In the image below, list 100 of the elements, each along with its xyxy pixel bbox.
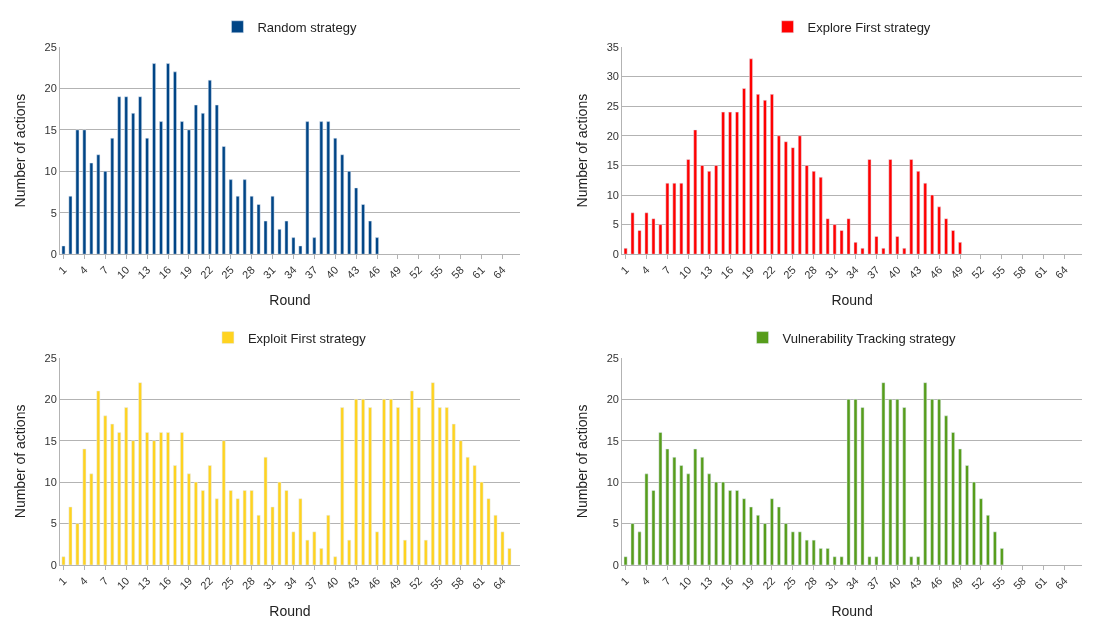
bar [152, 440, 156, 565]
x-tick-label: 58 [448, 574, 466, 592]
bar [749, 58, 753, 255]
x-axis-title: Round [831, 292, 873, 309]
x-tick-label: 19 [739, 574, 757, 592]
bar [389, 398, 393, 565]
bar [853, 242, 858, 255]
x-tick-label: 64 [490, 574, 508, 592]
y-tick-label: 25 [44, 40, 57, 53]
bar [832, 224, 837, 255]
bar [194, 481, 198, 565]
bar [860, 407, 865, 565]
bar [818, 176, 823, 255]
bar [270, 506, 275, 565]
x-tick-label: 52 [969, 263, 987, 281]
y-axis-title: Number of actions [12, 93, 29, 208]
x-tick-label: 1 [618, 263, 631, 277]
bar [340, 407, 345, 565]
bar [791, 147, 795, 255]
x-tick-label: 49 [386, 574, 404, 592]
bar [672, 182, 677, 255]
x-axis-title: Round [269, 292, 311, 309]
y-tick-label: 20 [606, 129, 619, 142]
x-tick-label: 19 [177, 574, 195, 592]
bar [96, 390, 101, 565]
bar [944, 218, 948, 255]
x-axis-title: Round [831, 602, 873, 619]
bar [145, 137, 149, 255]
bar [993, 531, 997, 565]
bar [96, 154, 101, 255]
bar [256, 204, 261, 255]
legend-label: Explore First strategy [807, 19, 931, 35]
x-tick-label: 16 [156, 574, 174, 592]
bar [500, 531, 505, 565]
bar [644, 473, 649, 565]
y-tick-label: 10 [44, 475, 57, 488]
x-axis-title: Round [269, 602, 311, 619]
bar [644, 212, 649, 255]
x-tick-label: 1 [55, 263, 69, 277]
bar [410, 390, 414, 565]
bar [368, 220, 372, 255]
x-tick-label: 37 [302, 574, 320, 592]
bar [665, 448, 670, 565]
bar [839, 230, 844, 255]
x-tick-label: 4 [76, 263, 90, 277]
bar [319, 121, 324, 255]
y-tick-label: 25 [606, 100, 619, 113]
bar [361, 204, 365, 255]
bar [846, 398, 851, 565]
bar [451, 423, 456, 565]
x-tick-label: 46 [927, 574, 945, 592]
x-tick-label: 25 [218, 263, 237, 281]
bar [784, 141, 788, 255]
x-tick-label: 46 [927, 263, 945, 281]
bar [194, 104, 198, 255]
x-tick-label: 49 [948, 263, 966, 281]
bar [61, 245, 66, 255]
x-tick-label: 13 [697, 263, 715, 281]
x-tick-label: 28 [239, 574, 257, 592]
bar [791, 531, 795, 565]
bar [159, 432, 163, 565]
x-tick-label: 7 [659, 574, 673, 588]
bar [131, 440, 135, 565]
bar [263, 220, 268, 255]
bar [951, 432, 955, 565]
bar [651, 490, 656, 565]
bar [180, 432, 184, 565]
bar [270, 195, 275, 255]
bar [242, 179, 247, 255]
y-tick-label: 0 [612, 248, 619, 261]
bar [756, 515, 760, 565]
bar [658, 432, 663, 565]
x-tick-label: 34 [281, 574, 299, 592]
y-tick-label: 15 [44, 123, 57, 136]
bar [923, 182, 928, 255]
bar [728, 490, 732, 565]
bar [714, 165, 718, 255]
bar [797, 531, 802, 565]
x-tick-label: 52 [969, 574, 987, 592]
x-tick-label: 25 [780, 574, 799, 592]
x-tick-label: 10 [676, 574, 694, 592]
bar [437, 407, 442, 565]
x-tick-label: 22 [197, 574, 216, 592]
x-tick-label: 31 [822, 263, 840, 281]
bar [375, 237, 379, 255]
x-tick-label: 19 [739, 263, 757, 281]
x-tick-label: 46 [365, 574, 383, 592]
x-tick-label: 40 [323, 263, 341, 281]
x-tick-label: 7 [97, 574, 111, 588]
bar [117, 432, 122, 565]
y-tick-label: 0 [612, 558, 619, 571]
y-tick-label: 0 [50, 558, 57, 571]
bar [68, 195, 73, 255]
bar [742, 498, 746, 565]
bar [319, 548, 324, 565]
x-tick-label: 16 [156, 263, 174, 281]
x-tick-label: 10 [114, 574, 132, 592]
bar [89, 473, 94, 565]
x-tick-label: 37 [864, 574, 882, 592]
y-axis-title: Number of actions [12, 404, 29, 519]
